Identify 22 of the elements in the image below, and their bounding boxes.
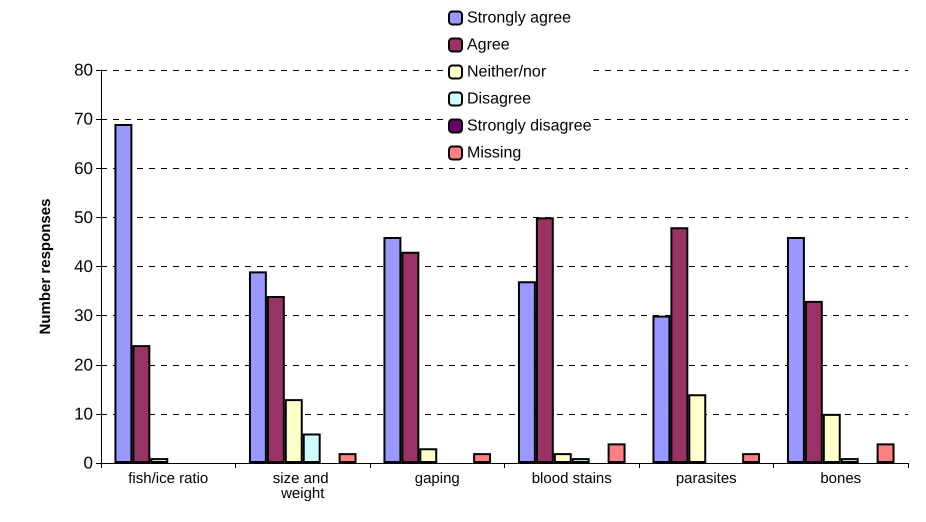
x-tick-label: parasites [676,470,737,487]
y-tick-label: 30 [74,306,93,326]
legend-label: Strongly disagree [467,118,592,134]
y-tick-label: 60 [74,158,93,178]
x-tick-label: bones [820,470,862,487]
y-tick-label: 0 [84,454,93,472]
x-tick-label: fish/ice ratio [128,470,208,487]
legend-label: Missing [467,144,522,162]
y-tick-label: 40 [74,257,93,276]
y-tick-label: 20 [74,355,93,374]
y-tick-label: 80 [74,60,93,80]
x-tick-label: blood stains [532,470,612,487]
y-tick-label: 70 [74,110,93,129]
x-tick-label: size and weight [272,470,333,502]
legend-label: Strongly agree [467,10,572,26]
x-tick-label: gaping [414,470,460,487]
legend-label: Agree [467,36,510,54]
legend-label: Disagree [467,90,532,108]
y-tick-label: 10 [74,404,93,424]
y-tick-label: 50 [74,208,93,227]
y-axis-title: Number responses [37,198,54,334]
legend-label: Neither/nor [467,64,547,80]
